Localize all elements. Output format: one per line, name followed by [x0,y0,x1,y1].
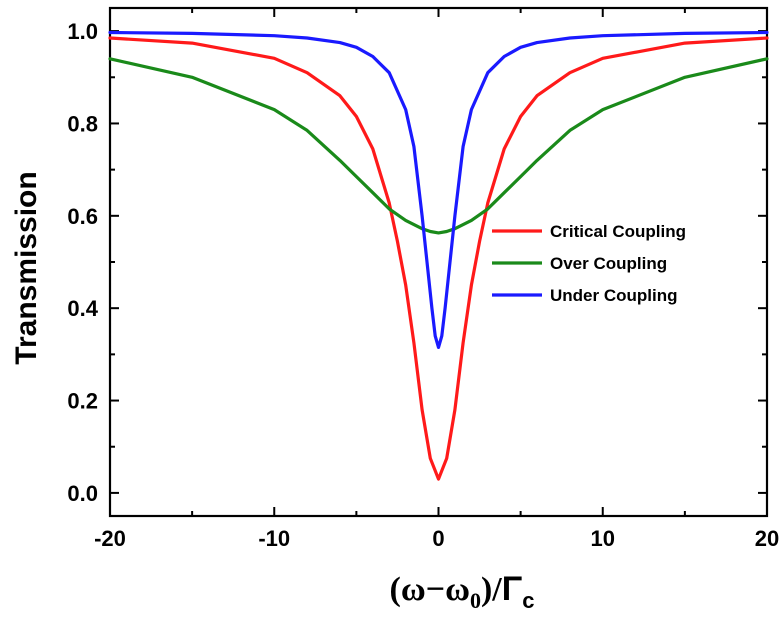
axis-ticks: -20 -10 0 10 20 0.0 0.2 0.4 0.6 0.8 1.0 [67,8,779,551]
y-tick-label: 0.4 [67,296,98,321]
series-line-critical-coupling [108,36,769,481]
series-line-over-coupling [108,57,769,235]
legend-label: Critical Coupling [550,222,686,241]
x-tick-label: 10 [591,526,615,551]
x-axis-title: (ω−ω0)/Γc [390,570,535,613]
y-tick-label: 0.8 [67,111,98,136]
y-tick-label: 0.0 [67,481,98,506]
legend: Critical Coupling Over Coupling Under Coup… [492,222,686,305]
x-tick-label: -10 [258,526,290,551]
legend-label: Under Coupling [550,286,677,305]
series-line-under-coupling [108,30,769,349]
y-tick-label: 1.0 [67,19,98,44]
legend-label: Over Coupling [550,254,667,273]
series-lines [108,30,769,481]
x-tick-label: 0 [432,526,444,551]
x-tick-label: -20 [94,526,126,551]
y-tick-label: 0.2 [67,389,98,414]
x-tick-label: 20 [755,526,779,551]
y-axis-title: Transmission [10,171,43,364]
y-tick-label: 0.6 [67,204,98,229]
